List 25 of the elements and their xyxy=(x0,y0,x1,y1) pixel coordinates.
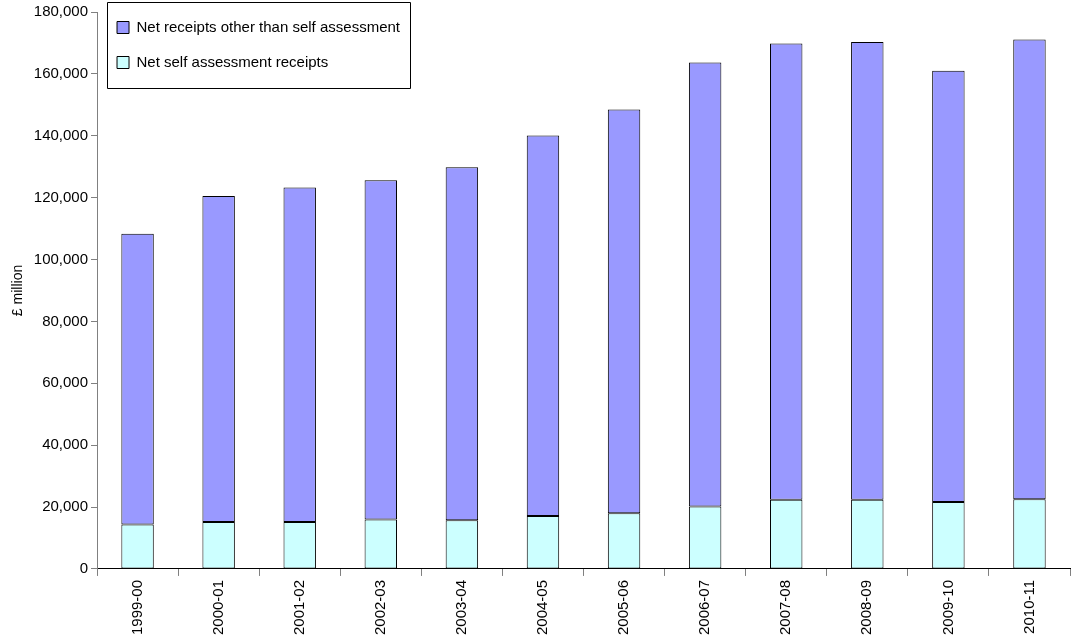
y-tick-label: 60,000 xyxy=(42,373,89,391)
x-tick-label: 1999-00 xyxy=(127,579,145,636)
x-tick-label: 2001-02 xyxy=(289,579,307,636)
y-tick-label: 140,000 xyxy=(33,125,89,143)
x-tick-label: 2002-03 xyxy=(370,579,388,636)
x-tick-label: 2003-04 xyxy=(452,579,470,636)
y-tick-label: 40,000 xyxy=(42,435,89,453)
y-tick-label: 20,000 xyxy=(42,497,89,515)
x-tick-label: 2000-01 xyxy=(208,579,226,636)
x-tick-label: 2007-08 xyxy=(776,579,794,636)
y-tick-label: 160,000 xyxy=(33,64,89,82)
y-tick-label: 0 xyxy=(79,559,89,577)
y-tick-label: 80,000 xyxy=(42,311,89,329)
x-tick-label: 2004-05 xyxy=(533,579,551,636)
legend-label: Net self assessment receipts xyxy=(136,52,329,70)
y-tick-label: 180,000 xyxy=(33,2,89,20)
x-tick-label: 2005-06 xyxy=(614,579,632,636)
y-tick-label: 100,000 xyxy=(33,249,89,267)
x-tick-label: 2009-10 xyxy=(938,579,956,636)
x-tick-label: 2008-09 xyxy=(857,579,875,636)
legend-label: Net receipts other than self assessment xyxy=(136,17,401,35)
x-tick-label: 2006-07 xyxy=(695,579,713,636)
y-tick-label: 120,000 xyxy=(33,187,89,205)
y-axis-title: £ million xyxy=(9,264,26,317)
x-tick-label: 2010-11 xyxy=(1019,579,1037,634)
